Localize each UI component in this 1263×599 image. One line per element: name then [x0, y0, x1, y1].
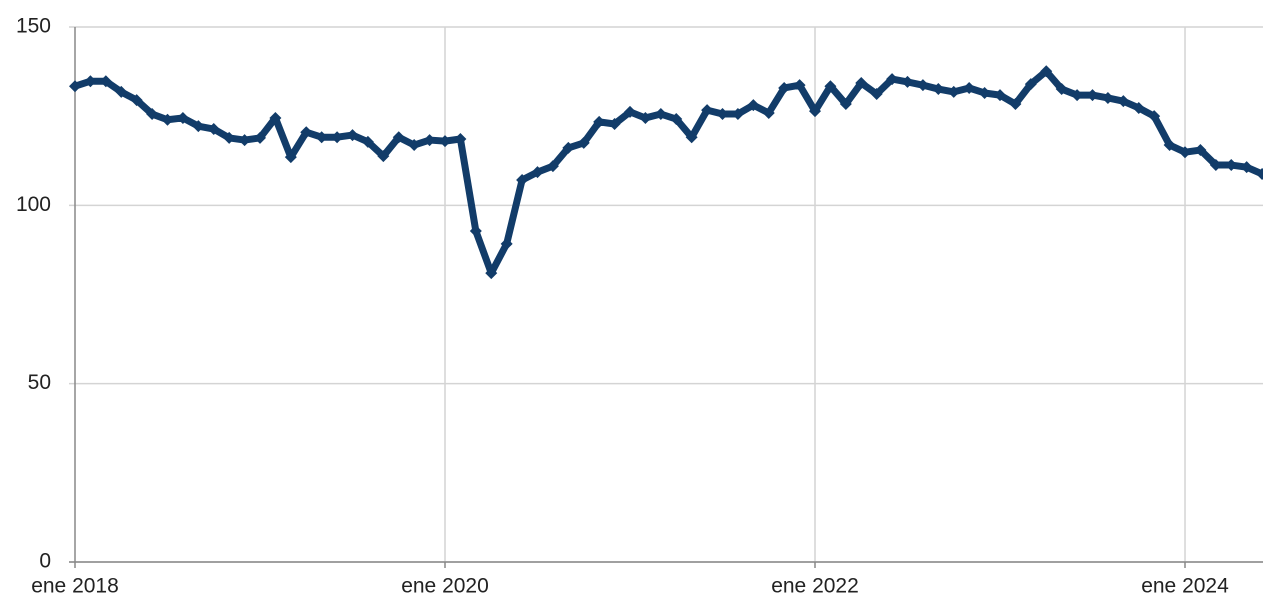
- data-point: [408, 139, 421, 152]
- data-point: [824, 80, 837, 93]
- data-point: [254, 131, 267, 144]
- y-tick-label: 100: [16, 193, 51, 216]
- data-point: [901, 75, 914, 88]
- data-point: [69, 80, 81, 93]
- data-line: [71, 67, 1263, 277]
- data-point: [731, 108, 744, 121]
- data-point: [716, 108, 729, 121]
- data-point: [439, 135, 452, 148]
- data-point: [593, 115, 606, 128]
- data-point: [315, 131, 328, 144]
- data-point: [562, 141, 575, 154]
- data-point: [1209, 159, 1222, 172]
- data-point: [916, 79, 929, 92]
- data-point: [685, 131, 698, 144]
- data-point: [223, 131, 236, 144]
- data-point: [624, 105, 637, 118]
- data-point: [701, 104, 714, 117]
- data-point: [793, 79, 806, 92]
- data-point: [1071, 89, 1084, 102]
- data-point: [747, 99, 760, 112]
- data-point: [207, 123, 220, 136]
- data-point: [1132, 101, 1145, 114]
- data-point: [932, 83, 945, 96]
- data-point: [192, 120, 205, 133]
- data-point: [423, 134, 436, 147]
- x-tick-label: ene 2020: [401, 575, 489, 598]
- data-point: [947, 85, 960, 98]
- data-point: [377, 150, 390, 163]
- data-point: [176, 111, 189, 124]
- data-point: [1148, 110, 1161, 123]
- data-point: [762, 106, 775, 119]
- x-tick-label: ene 2022: [771, 575, 859, 598]
- data-point: [300, 126, 313, 139]
- data-point: [115, 85, 128, 98]
- data-point: [778, 81, 791, 94]
- data-point: [1024, 78, 1037, 91]
- data-point: [994, 89, 1007, 102]
- data-point: [331, 131, 344, 144]
- data-point: [608, 118, 621, 131]
- data-point: [392, 131, 405, 144]
- data-point: [839, 98, 852, 111]
- data-point: [546, 160, 559, 173]
- data-point: [161, 113, 174, 126]
- data-point: [809, 105, 822, 118]
- data-point: [454, 132, 467, 145]
- data-point: [855, 76, 868, 89]
- data-point: [1101, 91, 1114, 104]
- data-point: [99, 75, 112, 88]
- data-point: [361, 135, 374, 148]
- y-tick-label: 150: [16, 15, 51, 38]
- data-point: [1240, 161, 1253, 174]
- x-tick-label: ene 2024: [1141, 575, 1229, 598]
- data-point: [1225, 159, 1238, 172]
- data-point: [639, 111, 652, 124]
- data-point: [978, 86, 991, 99]
- y-tick-label: 0: [39, 550, 51, 573]
- data-point: [1055, 83, 1068, 96]
- data-point: [1040, 65, 1053, 78]
- data-point: [1256, 167, 1263, 180]
- data-point: [485, 267, 498, 280]
- data-point: [1194, 144, 1207, 157]
- data-point: [670, 113, 683, 126]
- data-point: [1179, 146, 1192, 159]
- data-point: [516, 174, 529, 187]
- data-point: [238, 134, 251, 147]
- data-point: [284, 151, 297, 164]
- data-point: [654, 108, 667, 121]
- data-point: [870, 88, 883, 101]
- data-point: [577, 136, 590, 149]
- data-point: [1009, 98, 1022, 111]
- x-tick-label: ene 2018: [31, 575, 119, 598]
- data-point: [269, 111, 282, 124]
- data-point: [1086, 89, 1099, 102]
- data-point: [886, 73, 899, 86]
- data-point: [84, 75, 97, 88]
- data-point: [963, 81, 976, 94]
- data-point: [346, 129, 359, 142]
- data-point: [500, 237, 513, 250]
- data-point: [146, 108, 159, 121]
- data-point: [531, 166, 544, 179]
- data-point: [130, 94, 143, 107]
- y-tick-label: 50: [28, 371, 51, 394]
- data-point: [469, 225, 482, 238]
- data-point: [1117, 95, 1130, 108]
- data-point: [1163, 139, 1176, 152]
